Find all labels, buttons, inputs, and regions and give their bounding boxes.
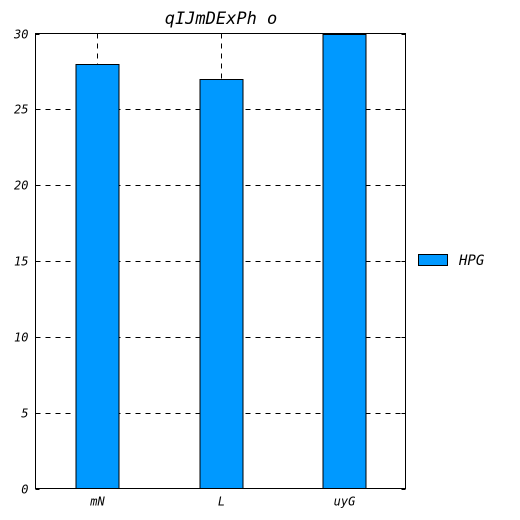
legend-label: HPG [458,253,485,269]
y-tick-label: 10 [14,331,28,345]
y-tick-label: 0 [21,483,28,497]
y-tick-label: 30 [13,28,28,42]
bars [75,34,367,489]
y-tick-label: 20 [14,179,28,193]
y-axis: 0 5 10 15 20 25 30 [13,28,406,497]
bar-uyg [322,34,367,489]
bar-l [199,79,244,489]
y-tick-label: 5 [21,407,28,421]
y-tick-label: 25 [14,103,28,117]
legend-swatch [418,254,448,266]
x-tick-label: uyG [334,495,356,509]
x-tick-label: L [218,495,225,509]
legend: HPG [418,253,485,269]
bar-mn [75,64,120,489]
x-tick-label: mN [89,495,105,509]
y-tick-label: 15 [14,255,28,269]
chart-title: qIJmDExPh o [165,9,278,29]
